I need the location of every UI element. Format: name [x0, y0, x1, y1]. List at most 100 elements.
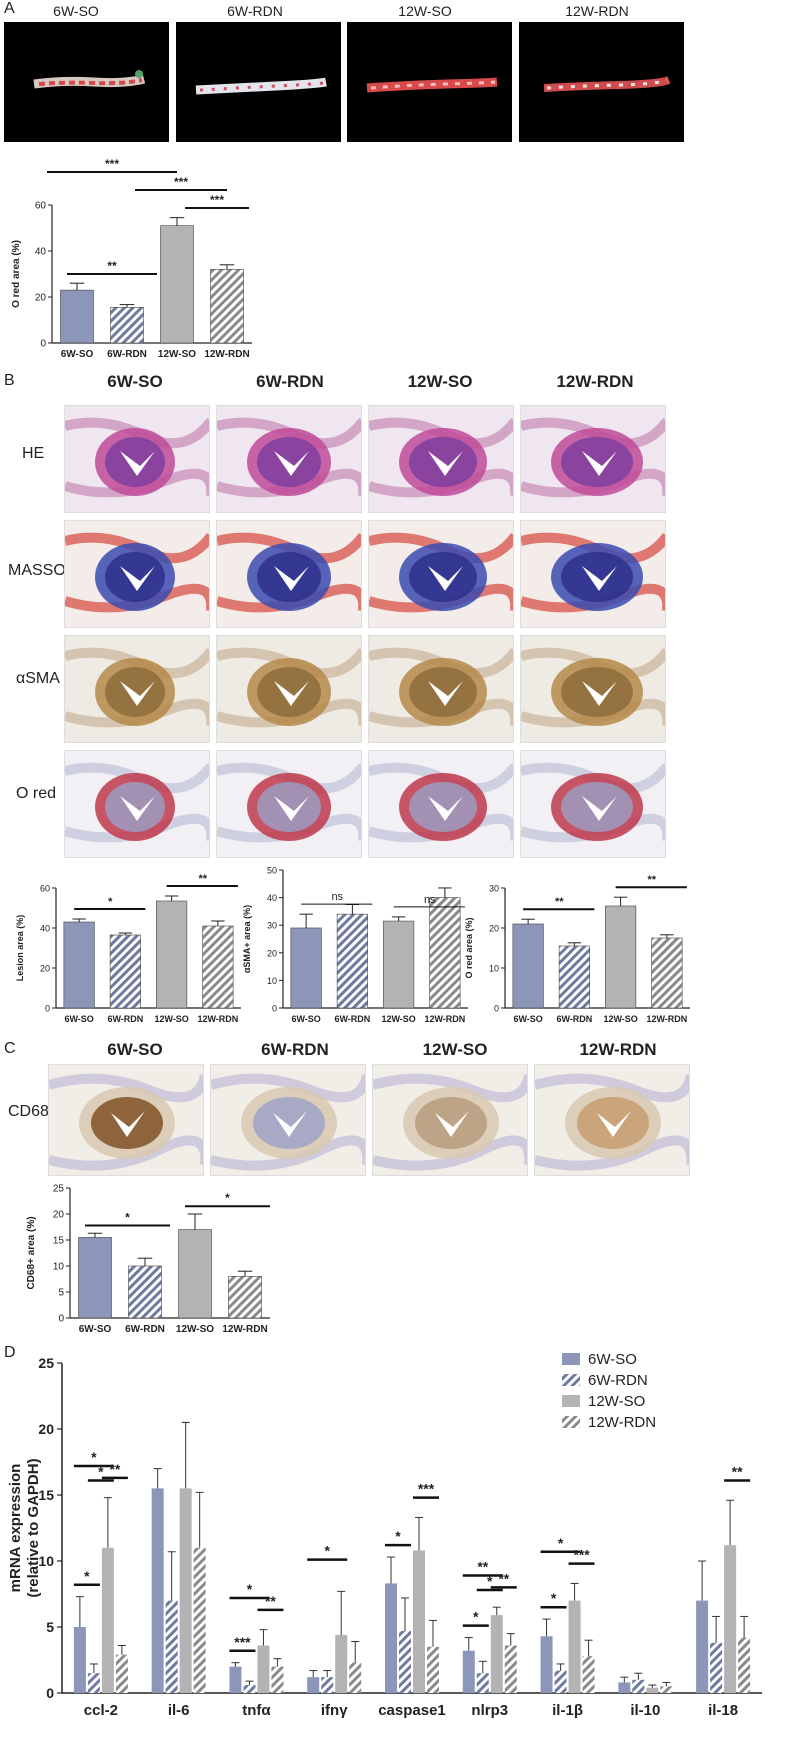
- x-tick-label: 6W-SO: [64, 1014, 93, 1024]
- bar-6w-so: [60, 289, 94, 344]
- bar-6w-rdn: [128, 1265, 162, 1319]
- significance-label: ***: [573, 1547, 590, 1563]
- y-tick-label: 30: [489, 884, 499, 894]
- legend-label: 6W-RDN: [588, 1372, 648, 1389]
- panel-a-title-12w-rdn: 12W-RDN: [565, 3, 629, 19]
- panel-b-title-12w-so: 12W-SO: [407, 372, 473, 391]
- legend-label: 12W-SO: [588, 1393, 645, 1410]
- significance-label: **: [555, 896, 564, 908]
- x-tick-label: il-10: [630, 1702, 660, 1719]
- histology-cd68-6w-rdn: [210, 1064, 366, 1176]
- bar-12w-rdn: [115, 1654, 128, 1693]
- x-tick-label: ifnγ: [321, 1702, 348, 1719]
- chart-d-mrna: 0 5 10 15 20 25 mRNA expression (relative to GA…: [7, 1351, 762, 1719]
- x-tick-label: 6W-RDN: [107, 349, 147, 360]
- bar-6w-so: [618, 1682, 631, 1693]
- x-tick-label: 12W-SO: [176, 1324, 214, 1335]
- bar-6w-rdn: [321, 1677, 334, 1693]
- x-tick-label: 12W-RDN: [204, 349, 249, 360]
- significance-label: ***: [234, 1634, 251, 1650]
- panel-label-b: B: [4, 372, 15, 389]
- bar-6w-so: [540, 1636, 553, 1693]
- bar-6w-rdn: [336, 913, 368, 1009]
- significance-label: **: [109, 1461, 120, 1477]
- significance-label: *: [487, 1573, 493, 1589]
- panel-label-a: A: [4, 0, 15, 17]
- histology-he-12w-rdn: [520, 405, 666, 513]
- significance-label: *: [324, 1543, 330, 1559]
- significance-label: **: [732, 1463, 743, 1479]
- significance-label: *: [551, 1590, 557, 1606]
- panel-c-title-6w-rdn: 6W-RDN: [261, 1040, 329, 1059]
- y-tick-label: 10: [267, 976, 277, 986]
- x-tick-label: 12W-SO: [154, 1014, 188, 1024]
- bar-6w-rdn: [87, 1673, 100, 1693]
- y-tick-label: 60: [40, 884, 50, 894]
- x-tick-label: 6W-SO: [291, 1014, 320, 1024]
- y-tick-label: 0: [272, 1004, 277, 1014]
- significance-label: *: [247, 1581, 253, 1597]
- x-tick-label: caspase1: [378, 1702, 446, 1719]
- bar-6w-rdn: [632, 1679, 645, 1693]
- significance-label: **: [498, 1570, 509, 1586]
- significance-label: *: [395, 1528, 401, 1544]
- bar-6w-so: [462, 1650, 475, 1693]
- y-tick-label: 20: [40, 964, 50, 974]
- histology-ored-6w-rdn: [216, 750, 362, 858]
- x-tick-label: il-1β: [552, 1702, 583, 1719]
- y-tick-label: 5: [46, 1619, 54, 1635]
- x-tick-label: 12W-RDN: [222, 1324, 267, 1335]
- y-tick-label: 40: [35, 247, 47, 258]
- y-axis-label: mRNA expression: [7, 1464, 24, 1593]
- bar-12w-so: [160, 225, 194, 344]
- x-tick-label: nlrp3: [471, 1702, 508, 1719]
- bar-12w-so: [605, 905, 637, 1009]
- x-tick-label: 6W-SO: [513, 1014, 542, 1024]
- bar-6w-rdn: [165, 1600, 178, 1693]
- histology-he-12w-so: [368, 405, 514, 513]
- x-tick-label: 6W-RDN: [556, 1014, 592, 1024]
- histology-cd68-12w-rdn: [534, 1064, 690, 1176]
- bar-12w-rdn: [660, 1686, 673, 1693]
- bar-12w-so: [257, 1645, 270, 1693]
- y-axis-label: Lesion area (%): [15, 915, 25, 982]
- bar-6w-rdn: [109, 934, 141, 1009]
- bar-6w-rdn: [710, 1642, 723, 1693]
- bar-6w-rdn: [243, 1685, 256, 1693]
- row-title-ored: O red: [16, 785, 57, 802]
- significance-label: *: [125, 1210, 130, 1224]
- histology-masson-6w-rdn: [216, 520, 362, 628]
- bar-6w-so: [78, 1237, 112, 1319]
- panel-label-d: D: [4, 1344, 16, 1361]
- y-axis-label: (relative to GAPDH): [25, 1458, 42, 1597]
- histology-he-6w-rdn: [216, 405, 362, 513]
- x-tick-label: 12W-SO: [603, 1014, 637, 1024]
- significance-label: ns: [331, 891, 343, 903]
- bar-12w-rdn: [202, 925, 234, 1009]
- bar-12w-rdn: [738, 1637, 751, 1693]
- x-tick-label: 6W-RDN: [107, 1014, 143, 1024]
- x-tick-label: ccl-2: [84, 1702, 118, 1719]
- y-axis-label: αSMA+ area (%): [242, 905, 252, 973]
- bar-6w-rdn: [476, 1673, 489, 1693]
- bar-12w-rdn: [349, 1662, 362, 1693]
- y-tick-label: 25: [53, 1184, 65, 1195]
- x-tick-label: 6W-RDN: [125, 1324, 165, 1335]
- significance-label: *: [98, 1463, 104, 1479]
- y-tick-label: 0: [45, 1004, 50, 1014]
- bar-6w-so: [385, 1583, 397, 1693]
- legend-label: 12W-RDN: [588, 1414, 656, 1431]
- histology-masson-12w-so: [368, 520, 514, 628]
- x-tick-label: 6W-RDN: [334, 1014, 370, 1024]
- histology-ored-12w-so: [368, 750, 514, 858]
- bar-12w-so: [156, 900, 188, 1009]
- significance-label: **: [477, 1559, 488, 1575]
- x-tick-label: il-18: [708, 1702, 738, 1719]
- y-tick-label: 20: [38, 1421, 54, 1437]
- bar-6w-so: [307, 1677, 320, 1693]
- bar-6w-rdn: [110, 307, 144, 344]
- aorta-photo-12w-rdn: [519, 22, 684, 142]
- x-tick-label: 12W-RDN: [424, 1014, 465, 1024]
- significance-label: *: [225, 1191, 230, 1205]
- significance-label: **: [198, 873, 207, 885]
